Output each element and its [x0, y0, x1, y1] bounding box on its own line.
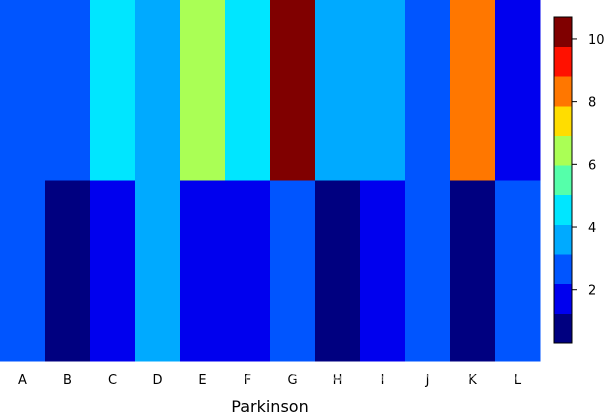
heatmap-cell-K-row2 [450, 180, 496, 362]
heatmap-cell-G-row2 [270, 180, 316, 362]
watermark-line-2: Campos, Zimek, Sander, Campello, Micenko… [245, 372, 604, 384]
x-tick-label-A: A [18, 373, 27, 388]
colorbar-frame [553, 16, 573, 344]
colorbar-bin-8 [554, 105, 572, 136]
colorbar-tick-label-10: 10 [588, 33, 605, 48]
colorbar-bin-11 [554, 17, 572, 48]
watermark: On the Evaluation of Unsupervised Outlie… [245, 362, 604, 384]
colorbar-bin-6 [554, 165, 572, 196]
colorbar-bin-4 [554, 224, 572, 255]
heatmap-cell-J-row1 [405, 0, 451, 181]
heatmap-cell-F-row1 [225, 0, 271, 181]
heatmap-cell-C-row2 [90, 180, 136, 362]
heatmap-cell-A-row1 [0, 0, 46, 181]
watermark-line-1: On the Evaluation of Unsupervised Outlie… [245, 362, 575, 373]
heatmap-cell-D-row2 [135, 180, 181, 362]
colorbar-bin-2 [554, 283, 572, 314]
heatmap-cell-J-row2 [405, 180, 451, 362]
x-tick-label-G: G [287, 373, 297, 388]
x-tick-label-J: J [425, 373, 430, 388]
colorbar-tick-label-4: 4 [588, 221, 596, 236]
x-tick-label-L: L [514, 373, 522, 388]
heatmap-cell-F-row2 [225, 180, 271, 362]
colorbar-bin-10 [554, 46, 572, 77]
heatmap-cell-L-row2 [495, 180, 541, 362]
heatmap-cell-H-row1 [315, 0, 361, 181]
heatmap-cell-C-row1 [90, 0, 136, 181]
heatmap-cell-B-row1 [45, 0, 91, 181]
x-tick-label-H: H [333, 373, 343, 388]
heatmap-cell-L-row1 [495, 0, 541, 181]
x-tick-labels: A B C D E F G H I J K L [18, 373, 522, 388]
heatmap-cell-E-row1 [180, 0, 226, 181]
x-tick-label-C: C [108, 373, 117, 388]
colorbar-bin-5 [554, 194, 572, 225]
heatmap-cell-H-row2 [315, 180, 361, 362]
x-tick-label-I: I [381, 373, 385, 388]
colorbar-bin-1 [554, 313, 572, 344]
colorbar: 2 4 6 8 10 [553, 16, 605, 344]
heatmap-cell-E-row2 [180, 180, 226, 362]
x-tick-label-F: F [244, 373, 251, 388]
heatmap-cell-I-row2 [360, 180, 406, 362]
heatmap-cell-G-row1 [270, 0, 316, 181]
heatmap-cell-A-row2 [0, 180, 46, 362]
colorbar-tick-label-8: 8 [588, 96, 596, 111]
x-tick-label-E: E [198, 373, 206, 388]
colorbar-bin-9 [554, 76, 572, 107]
x-tick-label-K: K [468, 373, 477, 388]
x-tick-label-D: D [152, 373, 162, 388]
heatmap-cell-B-row2 [45, 180, 91, 362]
x-axis-label: Parkinson [231, 397, 308, 413]
colorbar-tick-label-2: 2 [588, 284, 596, 299]
colorbar-tick-label-6: 6 [588, 158, 596, 173]
colorbar-bin-3 [554, 254, 572, 285]
heatmap-cell-K-row1 [450, 0, 496, 181]
heatmap-cell-D-row1 [135, 0, 181, 181]
x-tick-label-B: B [63, 373, 72, 388]
heatmap-cells [0, 0, 541, 362]
colorbar-bin-7 [554, 135, 572, 166]
heatmap-cell-I-row1 [360, 0, 406, 181]
